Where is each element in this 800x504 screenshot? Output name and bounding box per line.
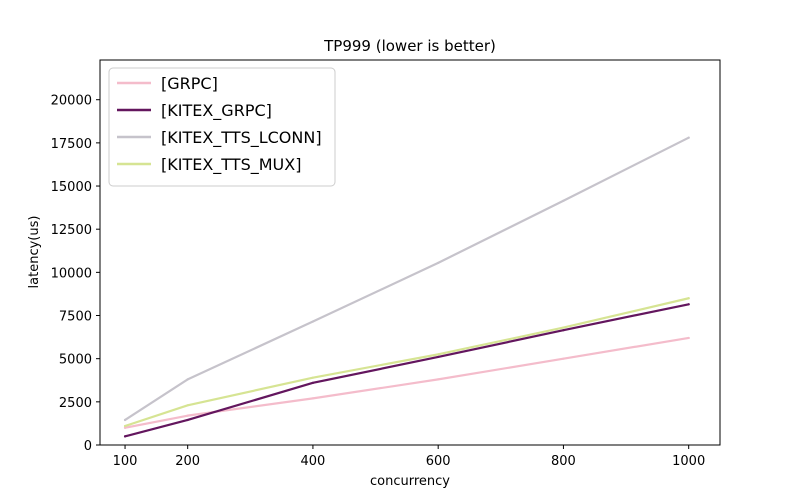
data-point — [311, 381, 315, 384]
legend-label: [KITEX_GRPC] — [161, 101, 272, 121]
legend-label: [KITEX_TTS_MUX] — [161, 155, 301, 175]
data-point — [123, 424, 127, 428]
plot-area: 100 200 400 600 800 1000025005000750010000125… — [51, 59, 721, 469]
data-point — [186, 404, 189, 407]
data-point — [562, 357, 565, 360]
data-point — [687, 303, 690, 306]
x-tick-label: 800 — [551, 454, 576, 469]
data-point — [311, 376, 315, 379]
chart-title: TP999 (lower is better) — [323, 37, 496, 55]
x-tick-label: 400 — [301, 454, 326, 469]
x-axis-label: concurrency — [370, 474, 450, 489]
data-point — [123, 418, 127, 422]
data-point — [562, 199, 565, 202]
y-tick-label: 20000 — [51, 94, 92, 109]
data-point — [437, 378, 440, 381]
legend-label: [KITEX_TTS_LCONN] — [161, 128, 322, 148]
y-tick-label: 0 — [84, 439, 92, 454]
data-point — [687, 336, 690, 340]
y-tick-label: 15000 — [51, 180, 92, 195]
y-tick-label: 12500 — [51, 223, 92, 238]
data-point — [437, 261, 440, 264]
legend: [GRPC] [KITEX_GRPC] [KITEX_TTS_LCONN] [KITE… — [108, 67, 336, 187]
data-point — [186, 378, 189, 381]
series-line-1 — [123, 303, 690, 438]
data-point — [562, 326, 565, 329]
x-tick-label: 200 — [175, 454, 200, 469]
y-tick-label: 7500 — [59, 310, 92, 325]
axes-frame — [99, 59, 721, 446]
series-line-3 — [123, 297, 690, 428]
data-point — [123, 426, 127, 429]
y-tick-label: 5000 — [59, 353, 92, 368]
y-tick-label: 10000 — [51, 266, 92, 281]
data-point — [311, 397, 315, 400]
data-point — [687, 297, 690, 300]
data-point — [186, 418, 189, 422]
y-tick-label: 17500 — [51, 137, 92, 152]
data-point — [437, 355, 440, 359]
legend-box — [108, 67, 336, 187]
x-tick-label: 600 — [426, 454, 451, 469]
legend-label: [GRPC] — [161, 74, 218, 93]
data-point — [437, 353, 440, 356]
data-point — [562, 329, 565, 332]
data-point — [687, 136, 690, 139]
data-point — [123, 435, 127, 438]
y-axis-label: latency(us) — [27, 216, 42, 289]
series-line-0 — [123, 336, 690, 429]
x-tick-label: 1000 — [672, 454, 705, 469]
data-point — [311, 320, 315, 323]
x-tick-label: 100 — [113, 454, 138, 469]
series-line-2 — [123, 136, 690, 422]
data-point — [186, 414, 189, 417]
y-tick-label: 2500 — [59, 396, 92, 411]
